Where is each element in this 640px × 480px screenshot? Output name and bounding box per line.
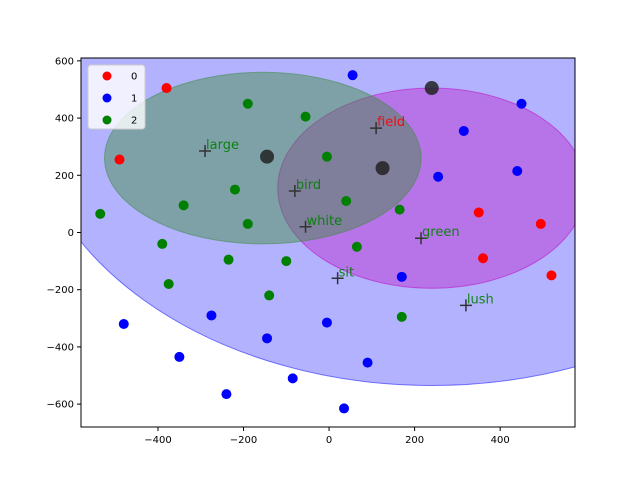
point-class-2 xyxy=(321,151,332,162)
y-tick-label: 0 xyxy=(68,228,74,239)
point-class-2 xyxy=(242,218,253,229)
y-tick-label: −400 xyxy=(47,342,74,353)
point-class-1 xyxy=(118,319,129,330)
point-class-1 xyxy=(512,165,523,176)
word-label: field xyxy=(377,115,405,130)
point-class-2 xyxy=(157,238,168,249)
x-tick-label: 200 xyxy=(405,435,424,446)
word-label: bird xyxy=(296,178,321,193)
point-class-1 xyxy=(362,357,373,368)
region-class-1 xyxy=(81,58,575,386)
point-class-2 xyxy=(351,241,362,252)
point-class-1 xyxy=(396,271,407,282)
point-class-1 xyxy=(206,310,217,321)
legend-marker xyxy=(102,71,112,81)
point-class-2 xyxy=(264,290,275,301)
point-class-1 xyxy=(287,373,298,384)
word-marker xyxy=(299,220,312,233)
word-label: white xyxy=(307,214,343,229)
point-class-2 xyxy=(300,111,311,122)
point-class-1 xyxy=(347,70,358,81)
y-tick-label: 400 xyxy=(55,114,74,125)
point-class-2 xyxy=(95,208,106,219)
point-class-1 xyxy=(433,171,444,182)
point-class-0 xyxy=(478,253,489,264)
y-tick-label: 600 xyxy=(55,56,74,67)
y-tick-label: 200 xyxy=(55,171,74,182)
x-tick-label: 400 xyxy=(491,435,510,446)
x-tick-label: −200 xyxy=(230,435,257,446)
word-marker xyxy=(288,185,301,198)
point-class-2 xyxy=(281,256,292,267)
x-axis: −400 −200 0 200 400 xyxy=(144,427,510,446)
y-tick-label: −600 xyxy=(47,400,74,411)
point-class-2 xyxy=(242,98,253,109)
point-class-0 xyxy=(114,154,125,165)
word-label: lush xyxy=(467,292,494,307)
legend-label: 0 xyxy=(131,72,137,83)
center-class-1 xyxy=(424,81,439,96)
point-class-1 xyxy=(339,403,350,414)
point-class-1 xyxy=(458,125,469,136)
legend-label: 2 xyxy=(131,116,137,127)
point-class-1 xyxy=(321,317,332,328)
point-class-0 xyxy=(473,207,484,218)
point-class-0 xyxy=(161,83,172,94)
data-points xyxy=(95,70,557,414)
point-class-2 xyxy=(178,200,189,211)
word-label: large xyxy=(206,138,239,153)
point-class-1 xyxy=(221,389,232,400)
point-class-0 xyxy=(546,270,557,281)
point-class-2 xyxy=(396,311,407,322)
legend-marker xyxy=(102,115,112,125)
point-class-1 xyxy=(516,98,527,109)
legend-box xyxy=(87,64,146,130)
word-marker xyxy=(370,122,383,135)
point-class-2 xyxy=(341,196,352,207)
word-marker xyxy=(415,232,428,245)
x-tick-label: 0 xyxy=(326,435,332,446)
word-marker xyxy=(331,272,344,285)
point-class-2 xyxy=(394,204,405,215)
point-class-1 xyxy=(174,351,185,362)
point-class-0 xyxy=(535,218,546,229)
plot-frame xyxy=(80,57,576,428)
point-class-2 xyxy=(229,184,240,195)
y-tick-label: −200 xyxy=(47,285,74,296)
cluster-centers xyxy=(260,81,439,176)
word-label: green xyxy=(422,225,460,240)
word-marker xyxy=(199,144,212,157)
point-class-2 xyxy=(223,254,234,265)
point-class-1 xyxy=(262,333,273,344)
legend-marker xyxy=(102,93,112,103)
legend-label: 1 xyxy=(131,94,137,105)
y-axis: −600 −400 −200 0 200 400 600 xyxy=(47,56,81,411)
legend: 0 1 2 xyxy=(87,64,146,130)
x-tick-label: −400 xyxy=(144,435,171,446)
point-class-2 xyxy=(163,278,174,289)
word-labels: field large bird white green sit lush xyxy=(199,115,494,312)
word-label: sit xyxy=(339,265,354,280)
word-marker xyxy=(459,299,472,312)
center-class-0 xyxy=(375,161,390,176)
center-class-2 xyxy=(260,149,275,164)
